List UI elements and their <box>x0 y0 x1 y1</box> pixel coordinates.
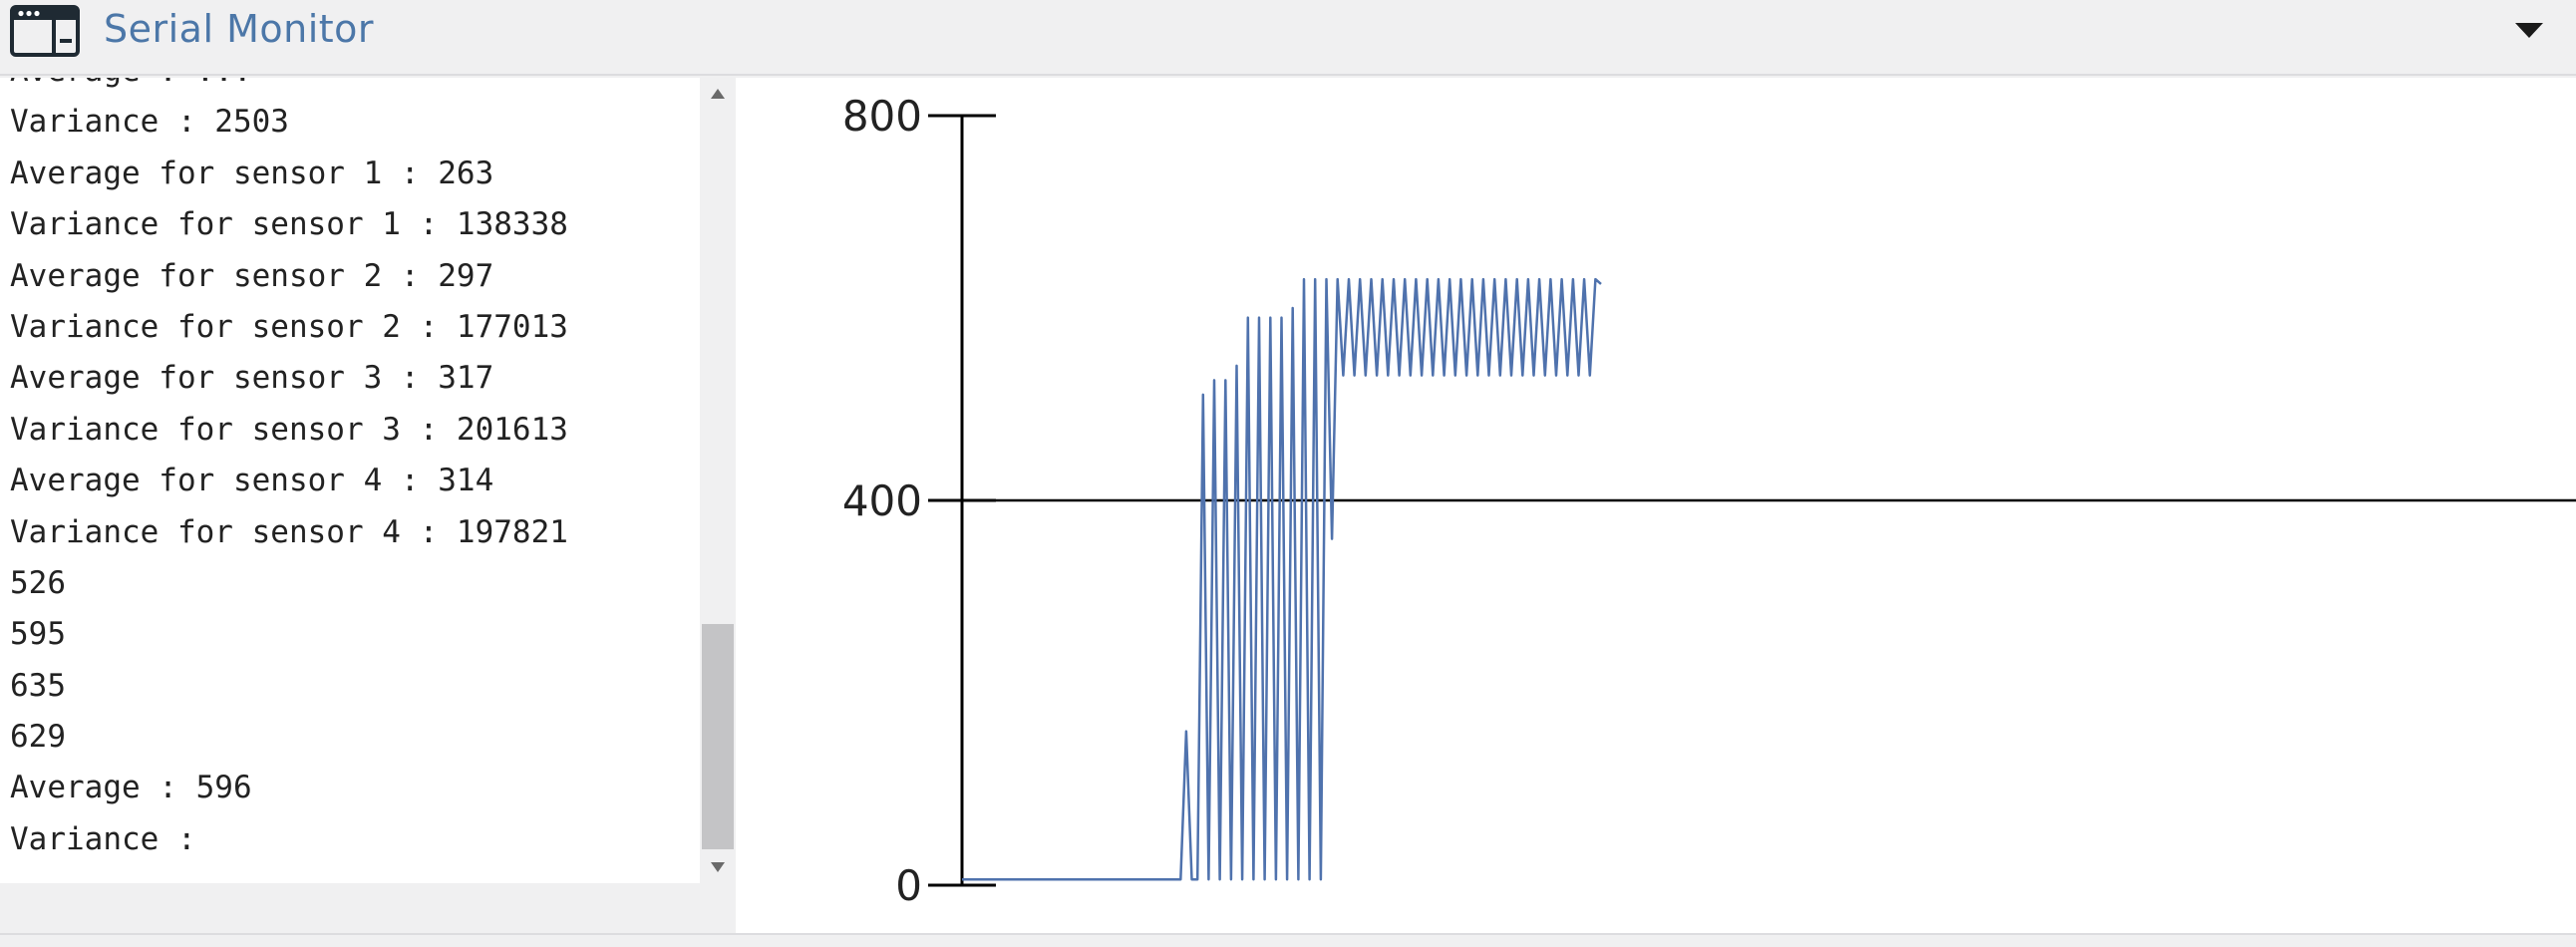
serial-output-console[interactable]: Average : ... Variance : 2503 Average for … <box>0 78 700 883</box>
console-line: 595 <box>10 616 66 653</box>
caret-down-icon[interactable] <box>2512 18 2546 42</box>
console-line: Average : ... <box>10 78 700 97</box>
console-line: Average for sensor 4 : 314 <box>10 463 494 499</box>
console-line: Average for sensor 1 : 263 <box>10 155 494 191</box>
console-line: Variance for sensor 4 : 197821 <box>10 513 568 550</box>
console-lines: Average : ... Variance : 2503 Average for … <box>10 78 700 865</box>
bottom-border <box>0 933 2576 947</box>
console-line: Average for sensor 2 : 297 <box>10 257 494 294</box>
series-line-0 <box>962 277 1602 881</box>
console-line: Variance for sensor 2 : 177013 <box>10 308 568 345</box>
console-line: Variance for sensor 3 : 201613 <box>10 411 568 448</box>
console-line: Variance : <box>10 820 196 857</box>
terminal-window-icon <box>10 5 80 57</box>
serial-plotter: 0 400 800 <box>736 78 2576 933</box>
y-tick-label-400: 400 <box>842 476 922 525</box>
console-line: Average : 596 <box>10 770 252 806</box>
plot-area: 0 400 800 <box>842 92 2576 910</box>
scroll-down-arrow-icon[interactable] <box>710 861 726 873</box>
y-tick-label-800: 800 <box>842 92 922 141</box>
scrollbar-thumb[interactable] <box>702 624 734 849</box>
console-line: 635 <box>10 667 66 704</box>
console-scrollbar[interactable] <box>702 78 734 883</box>
scroll-up-arrow-icon[interactable] <box>710 88 726 100</box>
console-line: Variance : 2503 <box>10 104 289 141</box>
console-line: 526 <box>10 564 66 601</box>
header-bar: Serial Monitor <box>0 0 2576 76</box>
panel-title: Serial Monitor <box>104 7 375 51</box>
console-line: 629 <box>10 719 66 756</box>
console-line: Average for sensor 3 : 317 <box>10 360 494 397</box>
y-tick-label-0: 0 <box>895 861 922 910</box>
console-line: Variance for sensor 1 : 138338 <box>10 206 568 243</box>
